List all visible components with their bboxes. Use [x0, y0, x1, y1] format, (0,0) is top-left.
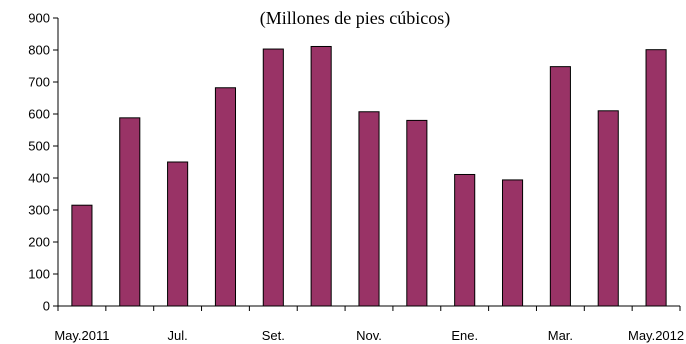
y-tick-label: 800: [28, 43, 50, 58]
bar-may2011: [71, 204, 93, 307]
bar-feb: [501, 179, 524, 307]
bar-nov: [358, 111, 380, 307]
y-tick-label: 100: [28, 267, 50, 282]
bar-jun: [119, 117, 141, 307]
bar-ago: [214, 87, 237, 307]
x-tick-label: Set.: [262, 328, 285, 343]
bar-mar: [549, 66, 571, 307]
bar-may2012: [645, 49, 667, 307]
x-axis-ticks: May.2011 Jul. Set. Nov. Ene. Mar. May.2012: [54, 306, 684, 343]
x-tick-label: May.2011: [54, 328, 109, 343]
x-tick-label: Mar.: [548, 328, 573, 343]
bar-set: [262, 48, 284, 307]
y-tick-label: 200: [28, 235, 50, 250]
bar-dic: [406, 119, 428, 307]
y-tick-label: 0: [43, 299, 50, 314]
bar-jul: [167, 161, 189, 307]
y-tick-label: 300: [28, 203, 50, 218]
x-tick-label: Nov.: [356, 328, 382, 343]
bars-group: [71, 45, 667, 307]
y-tick-label: 600: [28, 107, 50, 122]
y-tick-label: 500: [28, 139, 50, 154]
chart-subtitle: (Millones de pies cúbicos): [260, 8, 450, 29]
bar-abr: [597, 110, 619, 307]
y-tick-label: 700: [28, 75, 50, 90]
bar-oct: [310, 45, 332, 307]
x-tick-label: Jul.: [167, 328, 187, 343]
y-tick-label: 900: [28, 11, 50, 26]
y-axis-ticks: 0 100 200 300 400 500 600 700 800 900: [28, 11, 58, 314]
bar-ene: [454, 173, 476, 307]
x-tick-label: Ene.: [451, 328, 478, 343]
y-tick-label: 400: [28, 171, 50, 186]
x-tick-label: May.2012: [628, 328, 684, 343]
